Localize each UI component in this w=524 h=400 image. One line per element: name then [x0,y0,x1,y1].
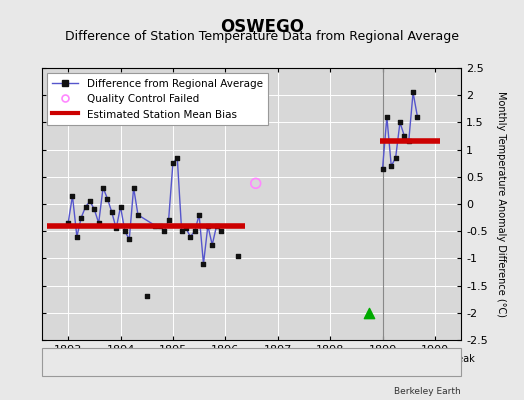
Point [169,160,177,166]
Point [199,261,208,267]
Text: Berkeley Earth: Berkeley Earth [395,387,461,396]
Point [383,114,391,120]
Point [81,204,90,210]
Point [129,184,138,191]
Point [68,193,77,199]
Point [121,228,129,234]
Point [116,204,125,210]
Point [178,228,186,234]
Point [103,195,112,202]
Point [204,222,212,229]
Point [195,212,203,218]
Text: OSWEGO: OSWEGO [220,18,304,36]
Point [160,228,168,234]
Point [125,236,134,242]
Point [143,293,151,300]
Point [400,133,409,139]
Point [234,252,243,259]
Point [409,89,417,96]
Point [387,163,396,169]
Point [165,217,173,224]
Text: ◆: ◆ [52,354,60,364]
Text: ▼: ▼ [262,354,269,364]
Point [134,212,142,218]
Point [112,225,121,232]
Point [186,234,194,240]
Point [391,154,400,161]
Point [212,222,221,229]
Text: Empirical Break: Empirical Break [398,354,475,364]
Y-axis label: Monthly Temperature Anomaly Difference (°C): Monthly Temperature Anomaly Difference (… [496,91,506,317]
Text: Station Move: Station Move [68,354,132,364]
Point [208,242,216,248]
Point [107,209,116,215]
Text: Record Gap: Record Gap [173,354,230,364]
Point [99,184,107,191]
Point [94,220,103,226]
Point [396,119,404,126]
Point [413,114,422,120]
Point [217,228,225,234]
Point [173,154,181,161]
Point [64,220,72,226]
Point [252,180,260,186]
Point [405,138,413,145]
Point [182,225,190,232]
Legend: Difference from Regional Average, Quality Control Failed, Estimated Station Mean: Difference from Regional Average, Qualit… [47,73,268,125]
Point [77,214,85,221]
Text: ■: ■ [383,354,392,364]
Text: ▲: ▲ [157,354,165,364]
Point [90,206,99,213]
Point [156,222,164,229]
Point [151,222,160,229]
Point [191,228,199,234]
Point [73,234,81,240]
Text: Difference of Station Temperature Data from Regional Average: Difference of Station Temperature Data f… [65,30,459,43]
Point [378,166,387,172]
Text: Time of Obs. Change: Time of Obs. Change [278,354,379,364]
Point [86,198,94,204]
Point [365,310,374,316]
